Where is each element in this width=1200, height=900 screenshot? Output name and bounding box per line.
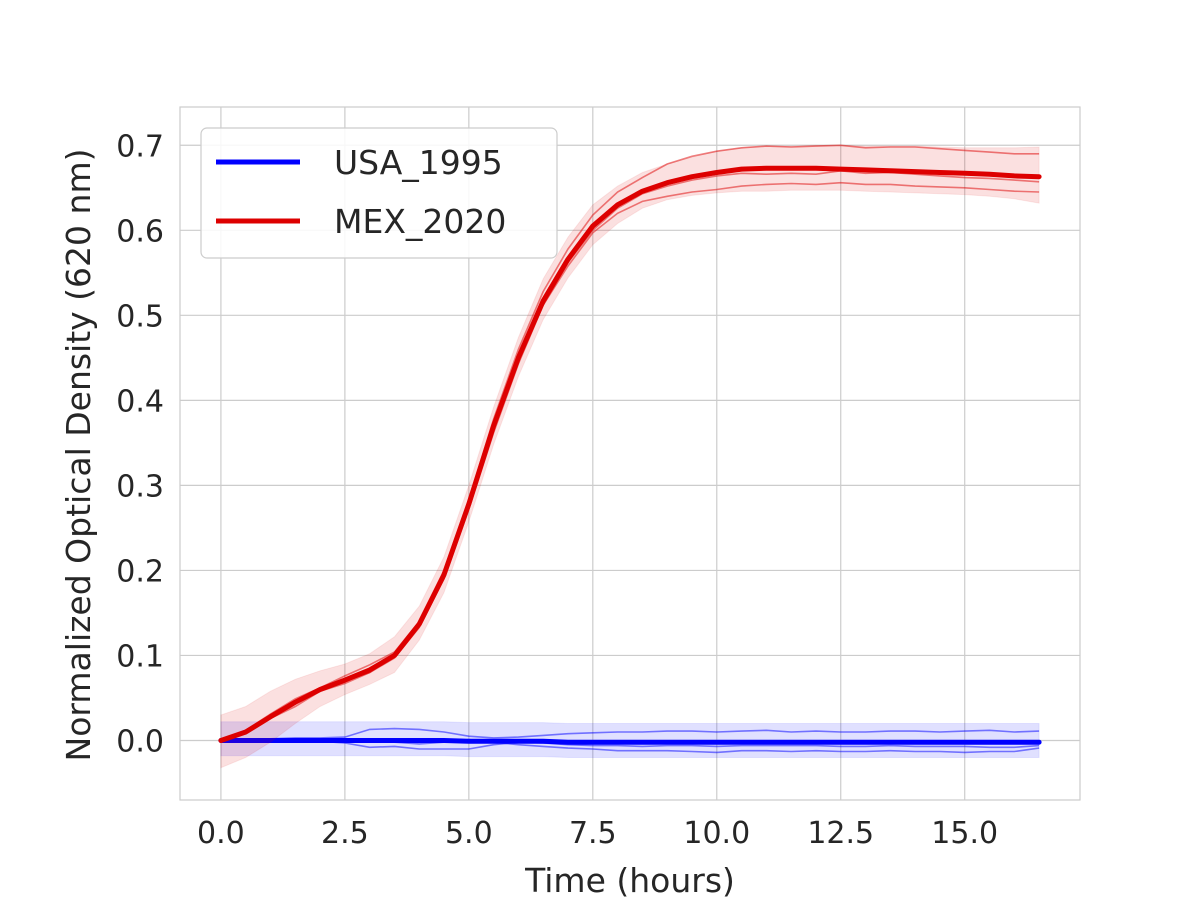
y-tick-labels: 0.0 0.1 0.2 0.3 0.4 0.5 0.6 0.7	[116, 129, 164, 759]
x-tick-label: 15.0	[931, 816, 998, 851]
x-tick-label: 0.0	[197, 816, 245, 851]
legend-label-usa-1995: USA_1995	[334, 143, 503, 182]
series-mex-2020	[218, 144, 1042, 769]
y-tick-label: 0.7	[116, 129, 164, 164]
x-axis-title: Time (hours)	[524, 861, 735, 900]
x-tick-label: 7.5	[569, 816, 617, 851]
y-tick-label: 0.4	[116, 384, 164, 419]
y-tick-label: 0.3	[116, 469, 164, 504]
y-tick-label: 0.5	[116, 299, 164, 334]
y-tick-label: 0.2	[116, 554, 164, 589]
y-tick-label: 0.6	[116, 214, 164, 249]
y-axis-title: Normalized Optical Density (620 nm)	[59, 149, 98, 762]
series-usa-1995	[218, 721, 1042, 758]
plot-frame	[179, 106, 1081, 801]
replicate-line-usa-1995-2	[220, 739, 1040, 750]
y-tick-label: 0.0	[116, 724, 164, 759]
replicate-line-usa-1995-1	[220, 727, 1040, 742]
x-tick-labels: 0.0 2.5 5.0 7.5 10.0 12.5 15.0	[197, 816, 998, 851]
y-tick-label: 0.1	[116, 639, 164, 674]
replicate-line-mex-2020-1	[220, 144, 1040, 742]
legend-label-mex-2020: MEX_2020	[334, 202, 506, 241]
x-tick-label: 12.5	[807, 816, 874, 851]
x-tick-label: 5.0	[445, 816, 493, 851]
mean-line-usa-1995	[218, 738, 1042, 745]
legend: USA_1995 MEX_2020	[200, 127, 558, 259]
mean-line-mex-2020	[218, 165, 1042, 743]
x-tick-label: 10.0	[683, 816, 750, 851]
replicate-line-mex-2020-3	[220, 181, 1040, 742]
series-layer	[218, 144, 1042, 769]
x-tick-label: 2.5	[321, 816, 369, 851]
